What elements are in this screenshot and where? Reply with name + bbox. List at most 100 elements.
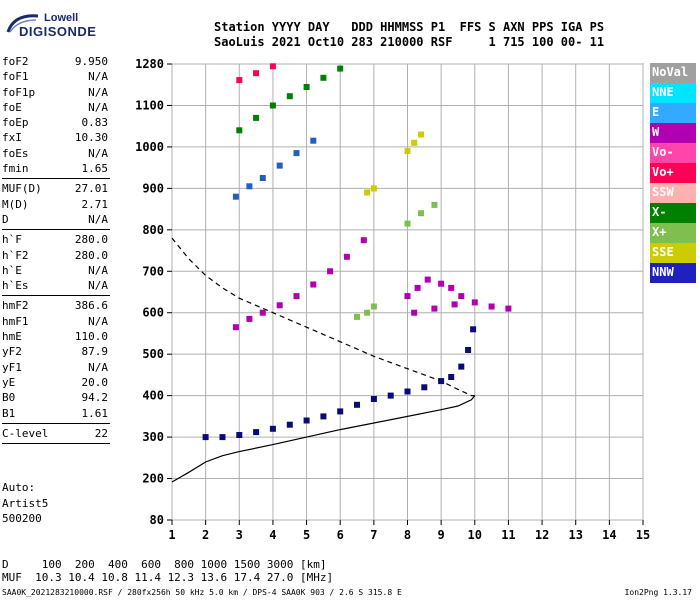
echo-point: [414, 284, 421, 291]
param-row: foF2 9.950: [2, 54, 108, 69]
param-name: B0: [2, 391, 16, 405]
param-row: B0 94.2: [2, 390, 108, 405]
station-header: Station YYYY DAY DDD HHMMSS P1 FFS S AXN…: [214, 20, 604, 50]
echo-point: [276, 302, 283, 309]
legend-item: W: [650, 123, 696, 143]
param-name: MUF(D): [2, 182, 42, 196]
legend-item: E: [650, 103, 696, 123]
echo-point: [471, 299, 478, 306]
echo-point: [236, 127, 243, 134]
echo-point: [370, 303, 377, 310]
plot-axes: 1 2 3 4 5 6 7 8 9 10 11 12 13 14 158020030040050060070…: [135, 57, 650, 542]
echo-point: [269, 63, 276, 70]
param-name: fmin: [2, 162, 29, 176]
auto-line: 500200: [2, 512, 42, 525]
echo-point: [246, 183, 253, 190]
param-separator: [2, 295, 110, 297]
echo-point: [404, 148, 411, 155]
echo-point: [232, 193, 239, 200]
legend-item: SSE: [650, 243, 696, 263]
param-name: foF2: [2, 55, 29, 68]
y-tick-label: 300: [142, 430, 164, 444]
logo-line2: DIGISONDE: [19, 24, 97, 39]
y-tick-label: 400: [142, 389, 164, 403]
legend-item: Vo+: [650, 163, 696, 183]
echo-point: [431, 201, 438, 208]
echo-point: [286, 93, 293, 100]
echo-point: [458, 293, 465, 300]
y-tick-label: 700: [142, 264, 164, 278]
x-tick-label: 9: [438, 528, 445, 542]
param-name: foEs: [2, 146, 29, 160]
echo-point: [276, 162, 283, 169]
y-tick-label: 1100: [135, 98, 164, 112]
param-separator: [2, 443, 110, 445]
x-tick-label: 8: [404, 528, 411, 542]
param-name: foF1: [2, 70, 29, 84]
param-value: 87.9: [81, 345, 109, 359]
y-tick-label: 500: [142, 347, 164, 361]
y-tick-label: 800: [142, 223, 164, 237]
param-row: hmF2 386.6: [2, 298, 108, 313]
param-row: foF1 N/A: [2, 69, 108, 84]
echo-point: [448, 284, 455, 291]
echo-point: [370, 396, 377, 402]
param-value: 0.83: [81, 116, 109, 130]
y-tick-label: 200: [142, 472, 164, 486]
param-name: hmF1: [2, 314, 29, 328]
echo-point: [236, 77, 243, 84]
y-tick-label: 80: [150, 513, 164, 527]
param-name: C-level: [2, 426, 49, 440]
param-separator: [2, 178, 110, 180]
param-separator: [2, 229, 110, 231]
x-tick-label: 10: [468, 528, 482, 542]
param-row: h`Es N/A: [2, 278, 108, 293]
x-tick-label: 11: [501, 528, 515, 542]
param-name: foEp: [2, 116, 29, 130]
param-name: yE: [2, 375, 16, 389]
echo-point: [293, 150, 300, 157]
param-value: N/A: [88, 70, 108, 84]
plot-profiles: [171, 237, 476, 483]
muf-row: MUF 10.3 10.4 10.8 11.4 12.3 13.6 17.4 2…: [2, 571, 334, 584]
param-name: h`E: [2, 263, 22, 277]
param-value: N/A: [88, 314, 108, 328]
param-value: 1.61: [81, 406, 109, 420]
echo-point: [421, 384, 428, 391]
echo-point: [327, 268, 334, 275]
param-row: B1 1.61: [2, 406, 108, 421]
param-value: 22: [94, 426, 108, 440]
echo-point: [246, 315, 253, 322]
legend-item: NNW: [650, 263, 696, 283]
echo-point: [259, 175, 266, 181]
echo-point: [320, 74, 327, 81]
param-value: 9.950: [74, 55, 108, 68]
echo-point: [303, 417, 310, 424]
param-separator: [2, 422, 110, 424]
legend-item: X+: [650, 223, 696, 243]
lowell-digisonde-logo: Lowell DIGISONDE: [4, 8, 96, 42]
param-name: hmF2: [2, 299, 29, 313]
profile-solid-line: [171, 395, 476, 483]
param-value: 10.30: [74, 131, 108, 145]
param-row: yF1 N/A: [2, 360, 108, 375]
echo-point: [253, 429, 260, 436]
echo-point: [310, 281, 317, 288]
muf-table: D 100 200 400 600 800 1000 1500 3000 [km…: [2, 558, 333, 584]
echo-point: [360, 237, 367, 244]
echo-point: [505, 305, 512, 312]
auto-line: Auto:: [2, 481, 36, 494]
echo-point: [404, 220, 411, 227]
echo-point: [424, 276, 431, 283]
param-value: 280.0: [74, 248, 108, 262]
plot-grid: [171, 63, 644, 521]
y-tick-label: 1000: [135, 140, 164, 154]
echo-point: [387, 392, 394, 399]
y-tick-label: 600: [142, 306, 164, 320]
x-tick-label: 12: [535, 528, 549, 542]
param-value: 20.0: [81, 375, 109, 389]
echo-point: [418, 210, 424, 217]
param-name: foF1p: [2, 85, 36, 99]
profile-dashed-line: [171, 237, 475, 397]
param-value: N/A: [88, 263, 108, 277]
